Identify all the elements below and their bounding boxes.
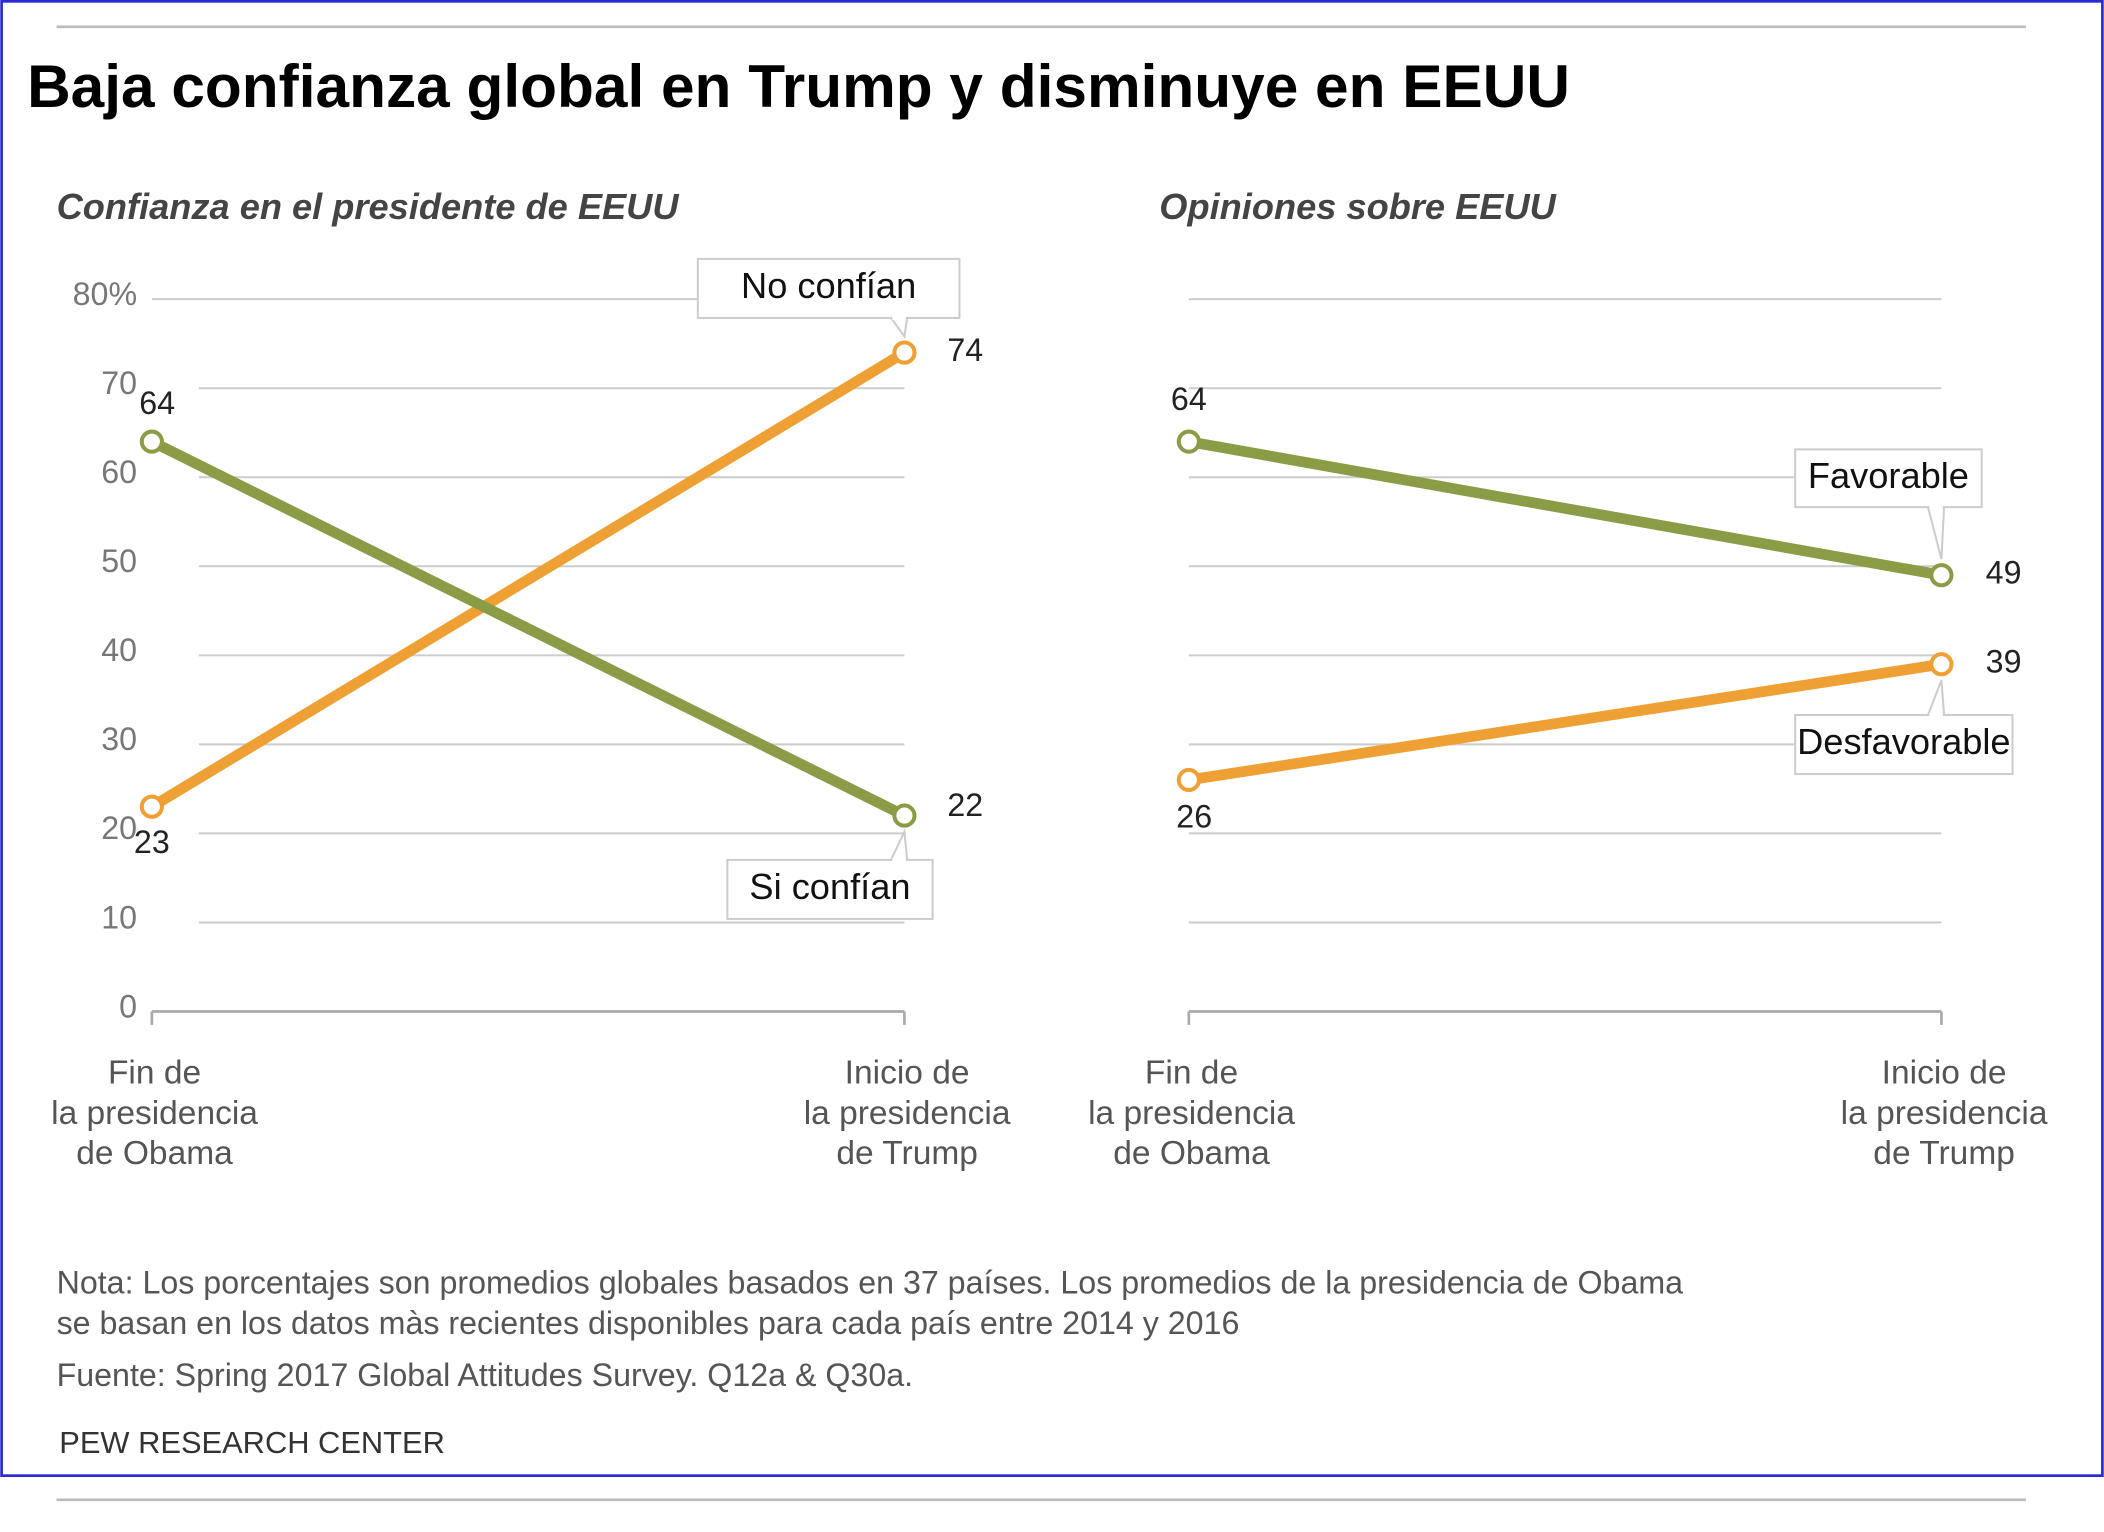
chart-subtitle: Opiniones sobre EEUU — [1159, 186, 1556, 227]
legend-label: No confían — [741, 265, 916, 306]
frame — [0, 0, 2104, 1477]
data-label: 64 — [139, 385, 175, 421]
y-tick-label: 70 — [101, 365, 137, 401]
data-label: 39 — [1986, 644, 2022, 680]
credit: PEW RESEARCH CENTER — [59, 1425, 445, 1460]
data-point — [892, 803, 917, 828]
x-tick-label: Inicio de la presidencia de Trump — [804, 1054, 1011, 1171]
y-tick-label: 40 — [101, 632, 137, 668]
y-tick-label: 60 — [101, 454, 137, 490]
data-point — [1176, 429, 1201, 454]
y-tick-label: 0 — [119, 988, 137, 1024]
series-line — [146, 436, 910, 821]
series-line — [1183, 436, 1947, 581]
chart-subtitle: Confianza en el presidente de EEUU — [57, 186, 680, 227]
y-tick-label: 20 — [101, 810, 137, 846]
legend-label: Si confían — [749, 866, 910, 907]
data-label: 64 — [1171, 381, 1207, 417]
data-point — [1929, 652, 1954, 677]
note: Nota: Los porcentajes son promedios glob… — [57, 1265, 1684, 1301]
callout-box — [696, 257, 961, 319]
source: Fuente: Spring 2017 Global Attitudes Sur… — [57, 1357, 913, 1393]
data-point — [1929, 563, 1954, 588]
callout-box — [1794, 714, 2014, 776]
callout-pointer — [1926, 506, 1946, 560]
note: se basan en los datos màs recientes disp… — [57, 1305, 1240, 1341]
x-tick-label: Fin de la presidencia de Obama — [1088, 1054, 1295, 1171]
callout-pointer — [1926, 679, 1946, 717]
data-label: 23 — [134, 824, 170, 860]
y-tick-label: 10 — [101, 899, 137, 935]
y-tick-label: 30 — [101, 721, 137, 757]
legend-label: Desfavorable — [1797, 721, 2010, 762]
data-label: 26 — [1176, 798, 1212, 834]
x-tick-label: Fin de la presidencia de Obama — [51, 1054, 258, 1171]
callout-box — [1794, 448, 1983, 509]
series-line — [146, 347, 910, 813]
data-label: 74 — [947, 332, 983, 368]
data-point — [1176, 767, 1201, 793]
y-tick-label: 50 — [101, 543, 137, 579]
callout-box — [726, 858, 934, 920]
x-tick-label: Inicio de la presidencia de Trump — [1841, 1054, 2048, 1171]
data-label: 22 — [947, 787, 983, 823]
data-point — [139, 429, 164, 454]
data-point — [139, 794, 164, 819]
title: Baja confianza global en Trump y disminu… — [27, 52, 1570, 120]
data-point — [892, 340, 917, 365]
callout-pointer — [889, 827, 909, 861]
data-label: 49 — [1986, 555, 2022, 591]
callout-pointer — [889, 316, 909, 340]
legend-label: Favorable — [1808, 455, 1969, 496]
series-line — [1183, 658, 1947, 786]
y-tick-label: 80% — [73, 276, 137, 312]
